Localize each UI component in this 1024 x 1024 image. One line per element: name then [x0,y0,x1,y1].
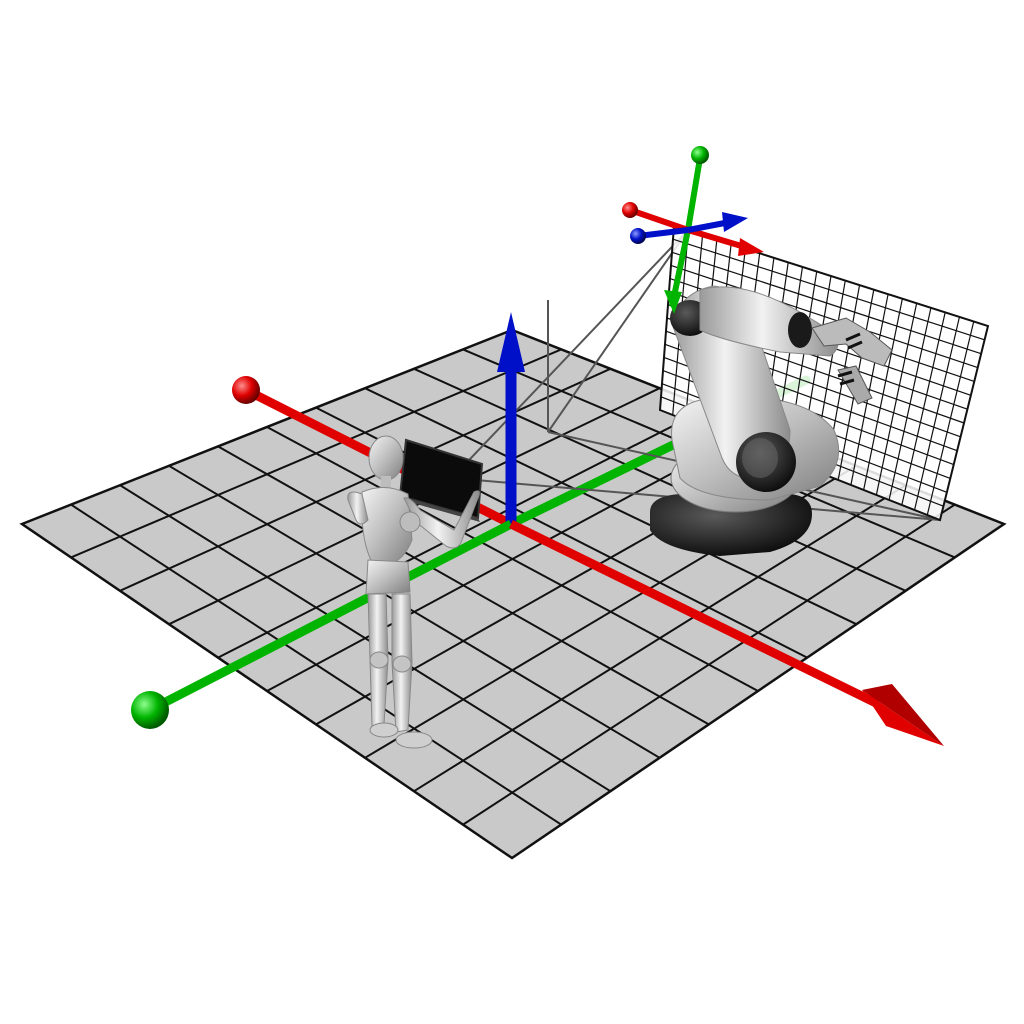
tool-x-axis-sphere [622,202,638,218]
tool-y-axis [685,157,703,231]
tool-y-axis-sphere [691,146,709,164]
tool-x-axis-negative [629,207,689,233]
floor-grid-line [413,367,907,592]
workspace-grid-line [672,238,985,341]
operator-neck [381,476,391,488]
world-z-axis [497,312,525,524]
operator-left-arm [347,491,369,525]
industrial-robot-arm-icon [650,285,893,556]
robot-gripper-detail [837,332,863,386]
world-axes-front [131,519,944,746]
operator-right-arm [403,490,480,549]
tool-coordinate-frame-icon [622,146,764,314]
operator-pelvis [365,559,411,595]
floor-grid-line [364,387,857,626]
robot-gripper-finger [837,365,873,405]
operator-right-foot [395,731,433,749]
tool-z-axis-sphere [630,228,646,244]
floor-grid-line [413,484,907,793]
robot-shoulder-joint-cap [742,438,778,478]
robot-gripper [811,317,893,367]
world-y-axis-end-sphere [131,691,169,729]
world-x-axis-end-sphere [232,376,260,404]
tool-x-axis-arrow [738,238,764,256]
world-x-axis-arrow-side [862,684,944,746]
workspace-grid-line [671,251,982,355]
operator-elbow [399,511,421,533]
world-x-axis-positive [509,519,880,709]
world-y-axis-negative [147,519,514,715]
robot-base [650,494,812,556]
mannequin-operator-icon [347,435,484,749]
tool-z-axis-arrow [722,212,748,232]
operator-left-foot [369,722,399,738]
robot-wrist-ring [788,312,812,348]
tool-z-axis-negative [637,227,689,239]
workspace-grid-line [670,264,978,369]
tool-z-axis-positive [687,219,731,233]
floor-grid-line [462,503,956,826]
operator-torso [361,487,413,565]
operator-head [368,435,404,481]
tool-x-axis-positive [687,227,749,251]
tablet-edge [400,496,480,522]
world-z-axis-arrow [497,312,525,372]
tool-y-axis-arrow [664,290,682,314]
operator-left-knee [369,651,389,669]
operator-right-knee [392,655,412,673]
